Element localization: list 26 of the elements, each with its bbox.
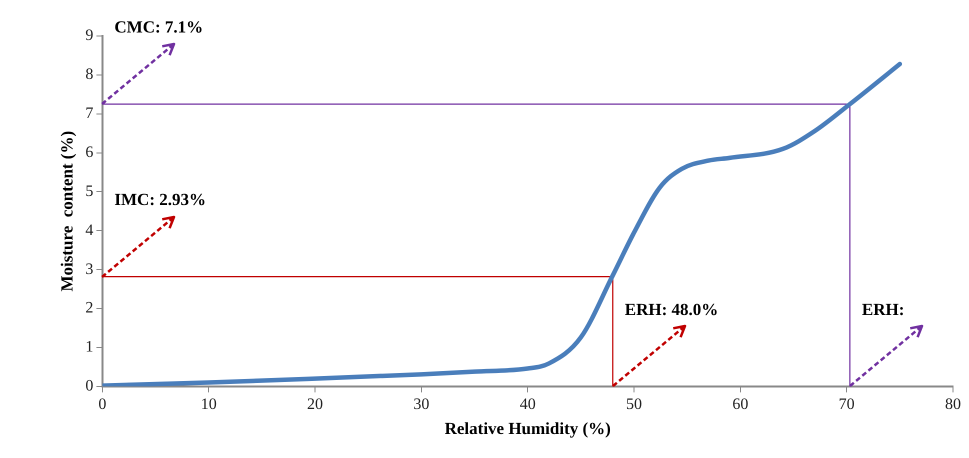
annotation: CMC: 7.1% (114, 18, 204, 37)
annotation: ERH: (862, 300, 904, 319)
x-axis-title: Relative Humidity (%) (444, 419, 611, 438)
x-tick-label: 60 (732, 396, 748, 414)
x-tick-label: 40 (520, 396, 536, 414)
y-tick-label: 4 (85, 222, 94, 239)
line-series (102, 62, 902, 386)
y-tick-label: 8 (85, 66, 94, 84)
x-tick-label: 30 (413, 396, 430, 414)
x-tick-label: 50 (626, 396, 642, 414)
y-tick-label: 6 (85, 144, 94, 162)
annotation: IMC: 2.93% (114, 190, 206, 209)
y-tick-label: 1 (85, 338, 94, 356)
y-tick-label: 7 (85, 105, 94, 122)
y-tick-label: 5 (85, 182, 94, 200)
y-tick-label: 2 (85, 300, 94, 317)
x-tick-label: 0 (98, 396, 106, 414)
x-tick-label: 80 (945, 396, 961, 414)
y-tick-label: 3 (85, 260, 94, 278)
annotation: ERH: 48.0% (624, 300, 718, 319)
y-tick-label: 9 (85, 27, 94, 44)
y-axis-title: Moisture content (%) (58, 130, 77, 292)
y-tick-label: 0 (85, 378, 94, 395)
x-tick-label: 70 (838, 396, 855, 414)
x-tick-label: 20 (307, 396, 324, 414)
x-tick-label: 10 (200, 396, 217, 414)
